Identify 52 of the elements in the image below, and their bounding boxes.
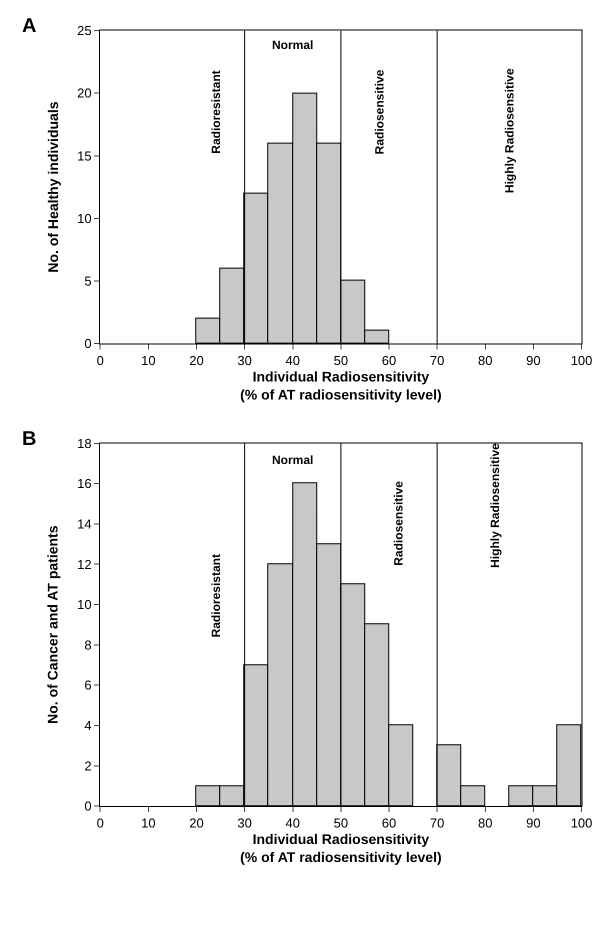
y-tick-label: 20 bbox=[77, 86, 92, 101]
annotation: Highly Radiosensitive bbox=[502, 68, 517, 194]
x-tick-label: 60 bbox=[382, 816, 396, 831]
y-tick-label: 15 bbox=[77, 148, 92, 164]
x-tick-label: 0 bbox=[96, 816, 104, 831]
y-tick-label: 0 bbox=[84, 336, 92, 352]
chart-title: B bbox=[22, 428, 36, 450]
x-tick-label: 60 bbox=[382, 353, 396, 368]
x-tick-label: 30 bbox=[237, 816, 252, 831]
y-tick-label: 8 bbox=[84, 637, 92, 652]
x-tick-label: 100 bbox=[570, 353, 592, 368]
y-axis-title: No. of Healthy individuals bbox=[44, 101, 61, 273]
x-tick-label: 20 bbox=[189, 816, 204, 831]
y-tick-label: 18 bbox=[77, 436, 92, 451]
x-tick-label: 40 bbox=[286, 816, 300, 831]
y-tick-label: 12 bbox=[77, 556, 92, 572]
chart-title: A bbox=[22, 15, 36, 37]
annotation: Normal bbox=[272, 38, 314, 52]
y-tick-label: 25 bbox=[77, 23, 92, 38]
x-axis-title: Individual Radiosensitivity (% of AT radiosensitivity level) bbox=[240, 830, 442, 866]
x-tick-label: 50 bbox=[334, 816, 348, 831]
annotation: Radioresistant bbox=[209, 554, 224, 638]
x-tick-label: 90 bbox=[526, 816, 541, 831]
x-tick-label: 30 bbox=[237, 353, 252, 368]
x-axis-title: Individual Radiosensitivity (% of AT radiosensitivity level) bbox=[240, 368, 442, 403]
x-tick-label: 80 bbox=[478, 816, 493, 831]
x-tick-label: 80 bbox=[478, 353, 493, 368]
x-tick-label: 10 bbox=[141, 353, 156, 368]
y-tick-label: 10 bbox=[77, 210, 92, 226]
x-tick-label: 40 bbox=[286, 353, 300, 368]
y-tick-label: 2 bbox=[84, 758, 92, 774]
y-tick-label: 14 bbox=[77, 516, 92, 532]
y-tick-label: 6 bbox=[84, 678, 92, 693]
y-tick-label: 16 bbox=[77, 476, 92, 492]
y-axis-title: No. of Cancer and AT patients bbox=[44, 525, 61, 724]
annotation: Highly Radiosensitive bbox=[488, 442, 502, 568]
x-tick-label: 70 bbox=[430, 816, 444, 831]
annotation: Radiosensitive bbox=[372, 69, 386, 154]
x-tick-label: 0 bbox=[96, 353, 104, 368]
x-tick-label: 70 bbox=[430, 353, 444, 368]
y-tick-label: 4 bbox=[84, 718, 92, 734]
y-tick-label: 0 bbox=[84, 798, 92, 814]
annotation: Radioresistant bbox=[208, 70, 223, 154]
x-tick-label: 10 bbox=[141, 816, 156, 831]
annotation: Normal bbox=[272, 453, 314, 467]
x-tick-label: 50 bbox=[334, 353, 348, 368]
x-tick-label: 20 bbox=[189, 353, 204, 368]
x-tick-label: 100 bbox=[570, 816, 592, 831]
annotation: Radiosensitive bbox=[392, 480, 406, 566]
y-tick-label: 5 bbox=[84, 273, 92, 288]
x-tick-label: 90 bbox=[526, 353, 541, 368]
y-tick-label: 10 bbox=[77, 597, 92, 612]
